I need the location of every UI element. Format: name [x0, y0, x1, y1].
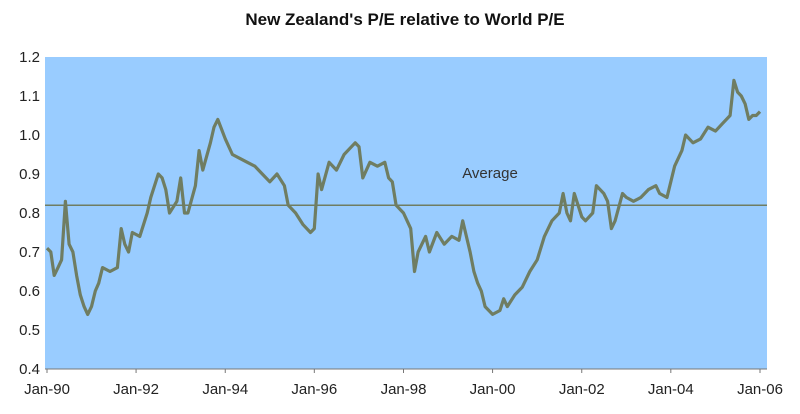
x-tick-label: Jan-94: [202, 381, 248, 398]
y-tick-label: 0.6: [19, 283, 40, 300]
plot-area: [45, 57, 767, 369]
pe-ratio-series-line: [45, 78, 762, 316]
x-tick-label: Jan-92: [113, 381, 159, 398]
x-tick-label: Jan-98: [381, 381, 427, 398]
x-tick-label: Jan-00: [470, 381, 516, 398]
average-annotation: Average: [462, 165, 518, 182]
x-tick-label: Jan-90: [24, 381, 70, 398]
x-axis-ticks: Jan-90 Jan-92 Jan-94 Jan-96 Jan-98 Jan-00 Jan-…: [24, 369, 783, 398]
y-tick-label: 1.2: [19, 49, 40, 66]
y-tick-label: 0.4: [19, 361, 40, 378]
y-tick-label: 1.1: [19, 88, 40, 105]
y-tick-label: 0.5: [19, 322, 40, 339]
x-tick-label: Jan-02: [559, 381, 605, 398]
y-tick-label: 0.7: [19, 244, 40, 261]
y-axis-ticks: 0.4 0.5 0.6 0.7 0.8 0.9 1.0 1.1 1.2: [19, 49, 40, 378]
x-tick-label: Jan-06: [737, 381, 783, 398]
y-tick-label: 0.9: [19, 166, 40, 183]
x-tick-label: Jan-96: [291, 381, 337, 398]
y-tick-label: 1.0: [19, 127, 40, 144]
chart-title: New Zealand's P/E relative to World P/E: [245, 10, 564, 29]
y-tick-label: 0.8: [19, 205, 40, 222]
x-tick-label: Jan-04: [648, 381, 694, 398]
